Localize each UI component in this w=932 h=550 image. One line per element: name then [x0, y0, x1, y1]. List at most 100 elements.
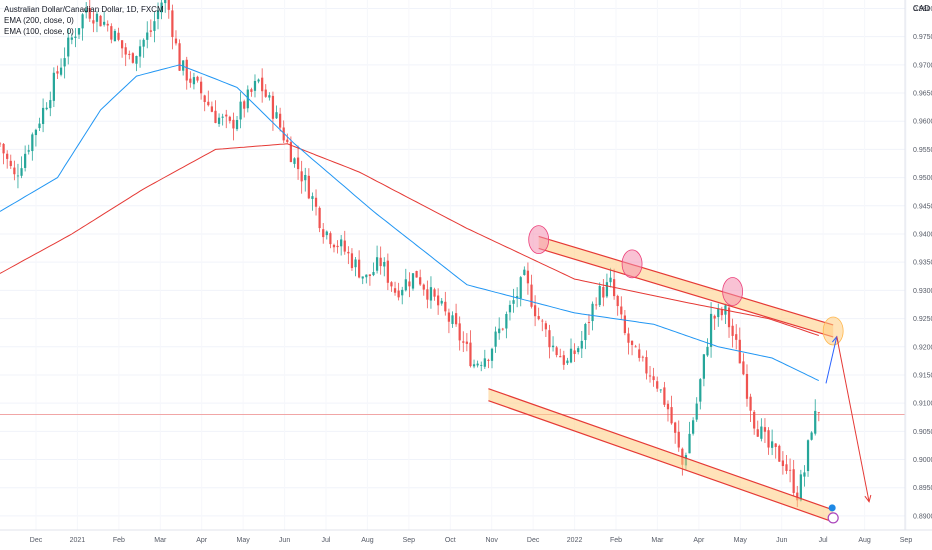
x-tick-label: Feb [113, 537, 125, 544]
candle [45, 102, 48, 111]
candle [2, 142, 5, 165]
candle [806, 439, 810, 477]
ema-100-line [0, 64, 820, 382]
candle [533, 295, 537, 327]
candle [275, 105, 278, 119]
candle [99, 14, 102, 27]
candle [498, 317, 501, 340]
candle [347, 246, 350, 265]
candle [300, 160, 303, 194]
candlestick-series [0, 0, 820, 508]
projection-down-arrow[interactable] [836, 336, 872, 503]
candle [419, 269, 422, 286]
candle [386, 253, 389, 291]
candle [225, 109, 228, 129]
x-tick-label: Jul [819, 537, 828, 544]
candle [120, 40, 124, 58]
candle [709, 302, 713, 358]
candle [814, 399, 817, 436]
candle [760, 418, 763, 442]
candle [174, 30, 178, 46]
candle [268, 92, 271, 101]
candle [458, 316, 461, 351]
candle [663, 381, 666, 408]
price-axis[interactable]: 0.98000 0.97500 0.97000 0.96500 0.96000 0.955… [904, 0, 932, 530]
lower-support-channel-edge-top [488, 388, 834, 511]
ema-200-legend[interactable]: EMA (200, close, 0) [4, 16, 74, 25]
candle [817, 412, 820, 422]
y-tick-label: 0.91000 [913, 401, 932, 408]
candle [20, 156, 23, 179]
x-tick-label: Aug [361, 537, 374, 544]
candle [329, 231, 332, 249]
resistance-touch-circle[interactable] [822, 316, 844, 346]
candle [271, 91, 275, 131]
candle [59, 58, 63, 77]
y-tick-label: 0.93000 [913, 288, 932, 295]
event-marker[interactable] [827, 512, 839, 524]
candle [138, 39, 142, 68]
x-tick-label: Dec [527, 537, 540, 544]
lower-support-channel[interactable] [488, 388, 834, 523]
upper-resistance-channel-edge-top [538, 235, 834, 326]
candle [279, 107, 282, 132]
candle [634, 344, 637, 348]
candle [350, 248, 354, 271]
candle [74, 28, 77, 48]
candle [688, 421, 691, 454]
candle [16, 163, 20, 189]
x-tick-label: Jun [279, 537, 290, 544]
candle [41, 98, 45, 133]
candle [659, 389, 662, 393]
candle [444, 291, 447, 316]
y-tick-label: 0.89500 [913, 485, 932, 492]
time-axis[interactable]: Dec 2021 Feb Mar Apr May Jun Jul Aug Sep Oct Nov Dec… [0, 529, 932, 544]
y-tick-label: 0.89000 [913, 513, 932, 520]
candle [411, 273, 415, 291]
candle [232, 112, 235, 141]
candle [645, 350, 648, 380]
x-tick-label: Mar [651, 537, 664, 544]
candle [440, 298, 443, 306]
candle [67, 28, 70, 65]
candle [674, 421, 677, 444]
trend-channel-annotations[interactable] [488, 225, 872, 524]
ema-200-line [0, 143, 819, 336]
candle [656, 376, 659, 392]
candle [609, 267, 612, 288]
candle [745, 364, 749, 407]
candle [620, 296, 623, 320]
candle [207, 90, 210, 107]
candle [429, 276, 433, 309]
candle [494, 326, 497, 353]
news-marker[interactable] [828, 504, 836, 512]
candle [307, 168, 310, 200]
candle [354, 256, 357, 277]
candle [569, 338, 573, 364]
candle [361, 276, 364, 285]
candle [519, 275, 522, 307]
candle [401, 286, 404, 305]
candle [602, 278, 605, 307]
candle [199, 76, 203, 100]
candle [314, 189, 318, 216]
candle [584, 322, 587, 350]
candle [164, 0, 167, 13]
resistance-touch-circle[interactable] [528, 225, 550, 255]
y-tick-label: 0.90500 [913, 429, 932, 436]
symbol-title[interactable]: Australian Dollar/Canadian Dollar, 1D, F… [4, 5, 164, 14]
candle [24, 145, 27, 172]
candle [131, 52, 134, 64]
upper-resistance-channel-edge-bottom [538, 247, 834, 338]
x-tick-label: Nov [485, 537, 498, 544]
candle [548, 324, 551, 359]
y-tick-label: 0.95500 [913, 147, 932, 154]
x-tick-label: Feb [610, 537, 622, 544]
candle [372, 262, 375, 277]
upper-resistance-channel[interactable] [538, 235, 834, 338]
resistance-touch-circle[interactable] [621, 249, 643, 279]
resistance-touch-circle[interactable] [722, 277, 744, 306]
candle [325, 230, 328, 240]
ema-100-legend[interactable]: EMA (100, close, 0) [4, 27, 74, 36]
